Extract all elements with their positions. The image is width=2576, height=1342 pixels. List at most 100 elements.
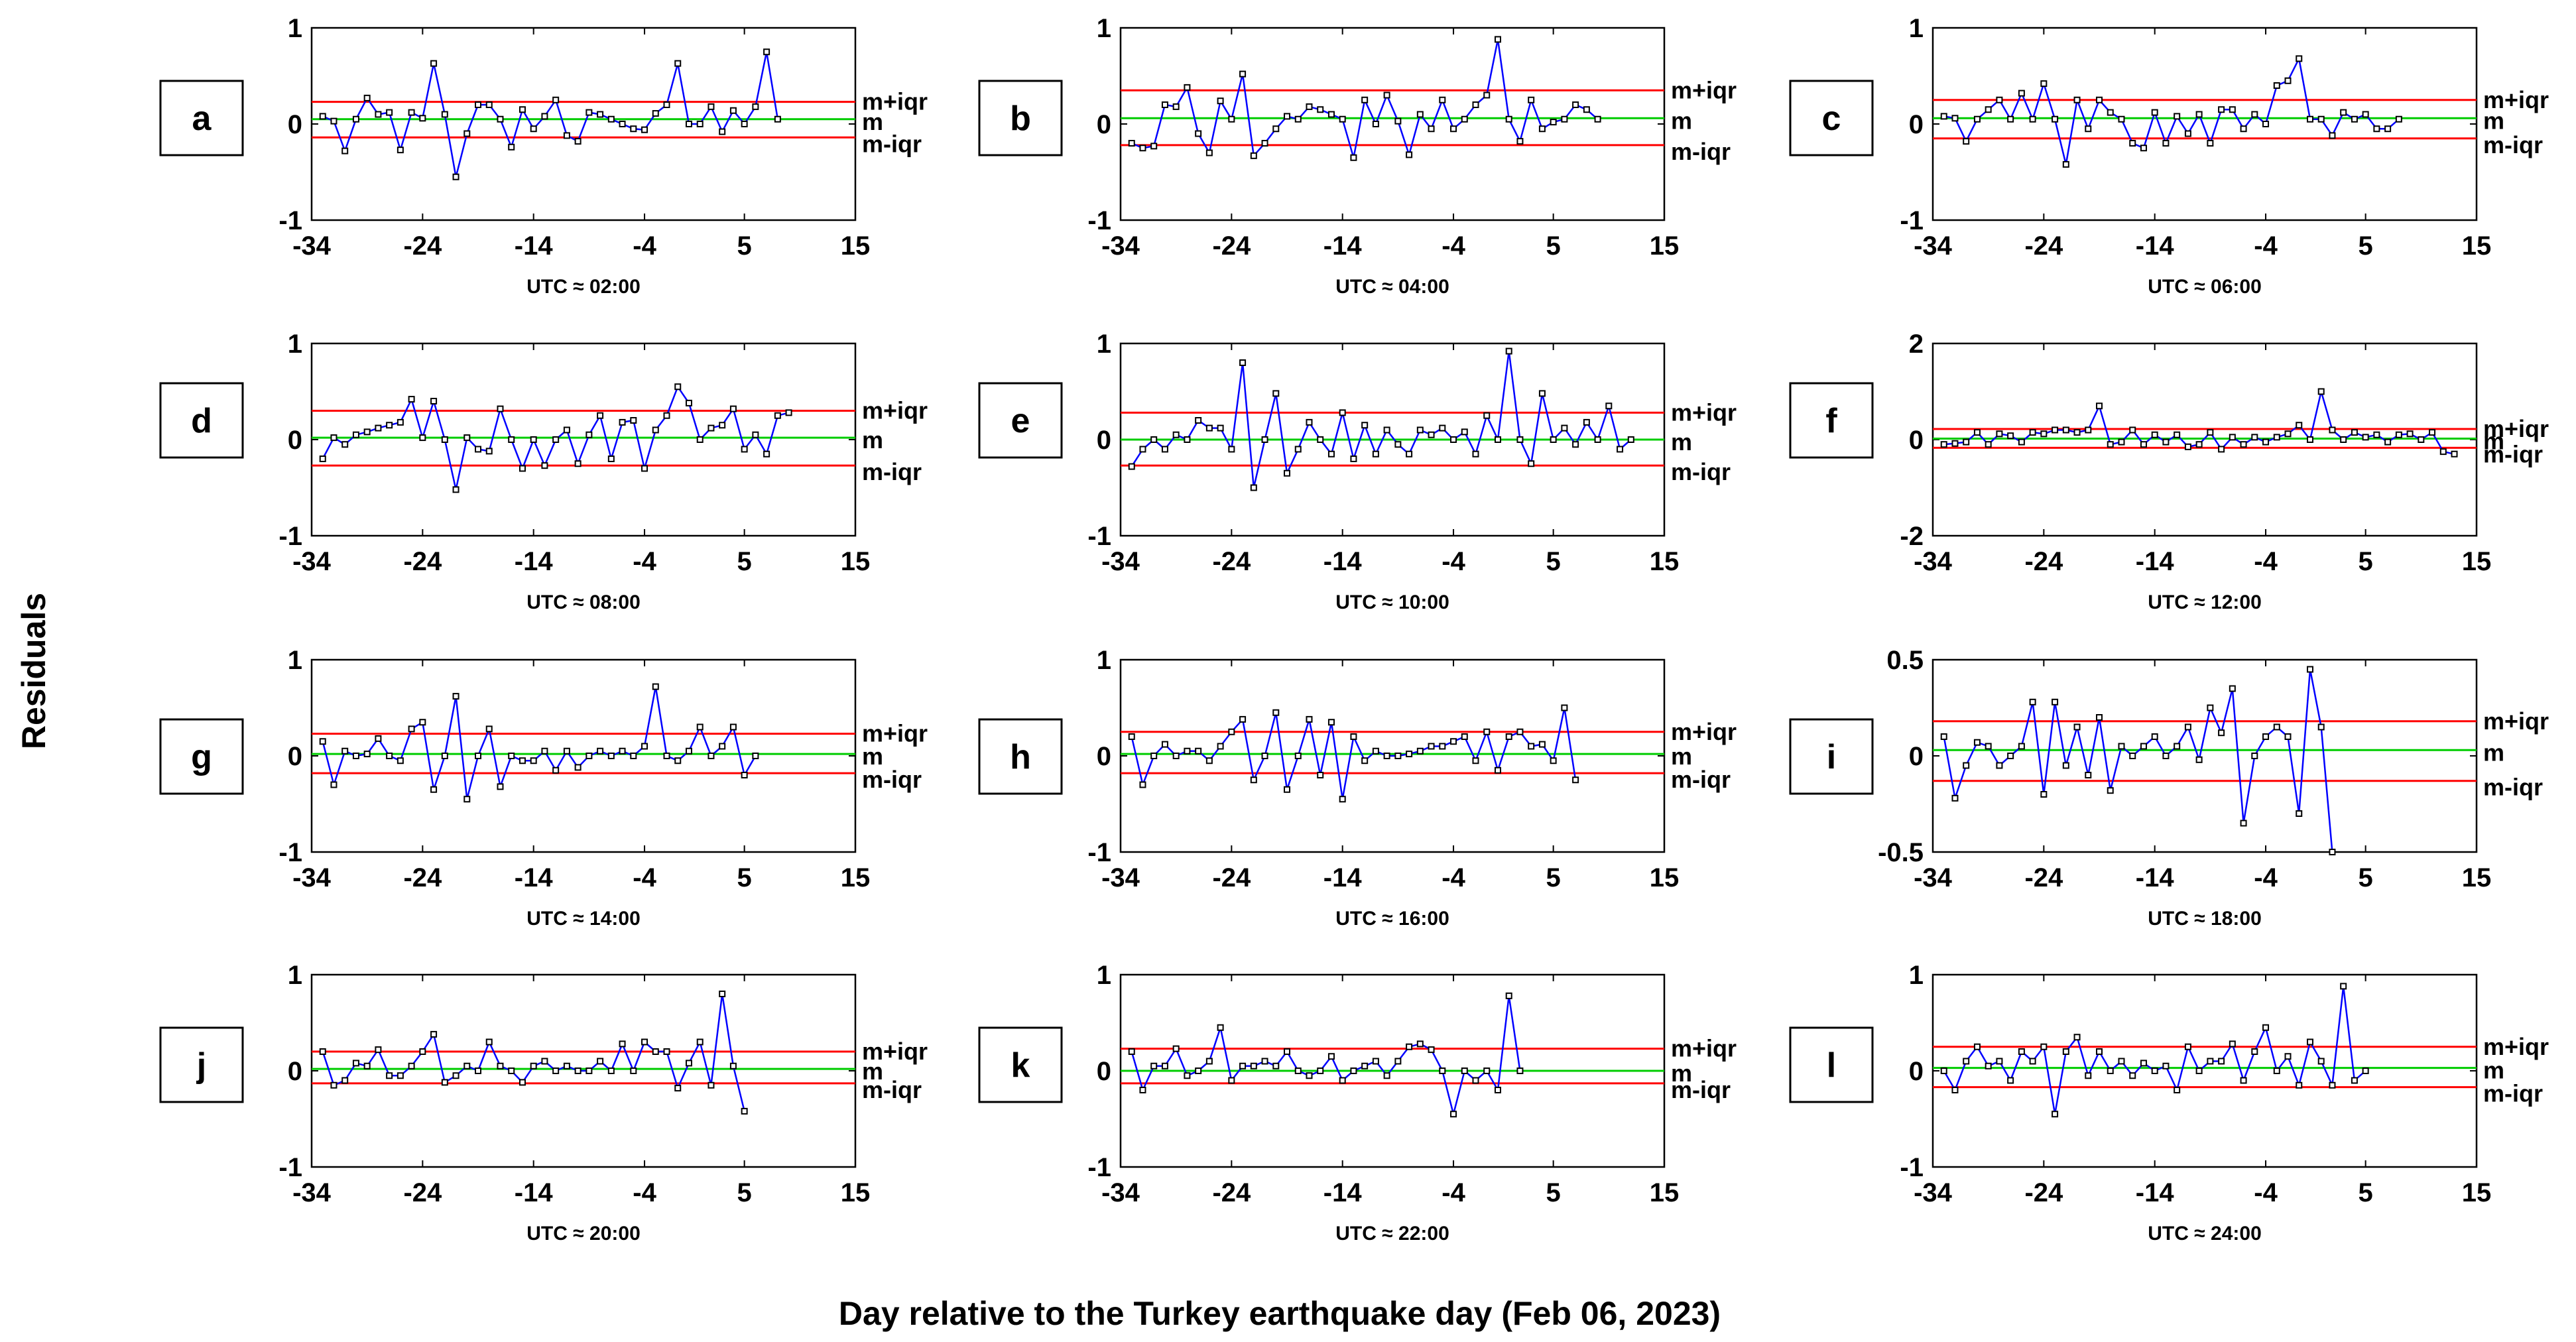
data-point xyxy=(597,1058,604,1065)
data-point xyxy=(585,109,593,116)
data-point xyxy=(1528,460,1535,467)
data-point xyxy=(2284,1053,2292,1060)
data-point xyxy=(685,399,692,406)
data-point xyxy=(1550,436,1557,443)
panel-subtitle: UTC ≈ 18:00 xyxy=(2148,908,2262,930)
data-point xyxy=(1538,125,1546,133)
data-point xyxy=(2029,115,2036,123)
data-point xyxy=(2007,1077,2014,1084)
data-point xyxy=(1317,772,1324,778)
data-point xyxy=(1128,463,1135,470)
data-point xyxy=(1128,1048,1135,1055)
data-point xyxy=(330,434,337,442)
data-point xyxy=(508,436,515,443)
data-point xyxy=(1294,115,1302,123)
data-point xyxy=(2018,438,2025,446)
data-point xyxy=(430,398,438,404)
data-point xyxy=(2174,431,2181,438)
x-tick-label: 15 xyxy=(2462,1178,2492,1207)
data-point xyxy=(563,132,570,139)
label-m-minus-iqr: m-iqr xyxy=(1671,766,1731,793)
x-tick-label: 5 xyxy=(737,231,752,261)
data-point xyxy=(352,115,359,123)
x-tick-label: 5 xyxy=(2359,231,2373,261)
data-point xyxy=(1416,111,1424,118)
data-point xyxy=(363,94,371,101)
data-point xyxy=(1317,436,1324,443)
y-tick-label: -1 xyxy=(1087,1153,1111,1182)
data-point xyxy=(2384,438,2392,446)
y-tick-label: 1 xyxy=(1097,961,1111,990)
data-point xyxy=(2085,125,2092,133)
data-point xyxy=(1505,115,1512,123)
x-tick-label: -14 xyxy=(1323,231,1363,261)
panel-subtitle: UTC ≈ 10:00 xyxy=(1335,591,1449,613)
plot-area xyxy=(310,658,857,853)
data-point xyxy=(2296,810,2303,817)
data-point xyxy=(1561,424,1568,432)
data-point xyxy=(1583,418,1590,426)
panel-letter: d xyxy=(191,402,212,440)
data-point xyxy=(1439,424,1446,432)
data-point xyxy=(1261,1058,1268,1065)
data-point xyxy=(2140,441,2147,448)
x-tick-label: -4 xyxy=(1441,1178,1465,1207)
data-point xyxy=(2207,429,2214,436)
data-point xyxy=(1205,757,1213,764)
data-point xyxy=(375,111,382,118)
y-tick-label: 0 xyxy=(1097,426,1111,455)
data-point xyxy=(1150,1062,1158,1069)
data-point xyxy=(2085,426,2092,434)
residual-series-line xyxy=(1131,350,1632,489)
data-point xyxy=(530,125,537,133)
data-point xyxy=(2306,436,2313,443)
panel-letter-box xyxy=(1789,382,1874,459)
data-point xyxy=(2340,436,2347,443)
plot-area xyxy=(1932,658,2478,853)
data-point xyxy=(2240,125,2247,133)
data-point xyxy=(1973,429,1981,436)
y-tick-label: -1 xyxy=(278,206,302,235)
x-tick-label: -34 xyxy=(1101,1178,1140,1207)
plot-area xyxy=(310,342,857,537)
x-tick-label: -14 xyxy=(515,1178,554,1207)
data-point xyxy=(2174,743,2181,750)
y-tick-label: 0 xyxy=(1909,742,1924,771)
data-point xyxy=(2107,109,2114,116)
data-point xyxy=(2362,1068,2369,1074)
data-point xyxy=(1261,753,1268,759)
data-point xyxy=(2296,1081,2303,1089)
label-m: m xyxy=(2483,428,2504,455)
data-point xyxy=(330,1081,337,1089)
data-point xyxy=(1327,450,1335,457)
x-tick-label: -14 xyxy=(1323,547,1363,576)
data-point xyxy=(1250,1062,1257,1069)
data-point xyxy=(1505,992,1512,999)
data-point xyxy=(1350,456,1357,462)
data-point xyxy=(1963,1058,1970,1065)
plot-area xyxy=(1932,27,2478,221)
data-point xyxy=(1472,1077,1479,1084)
label-m-plus-iqr: m+iqr xyxy=(862,1038,928,1065)
data-point xyxy=(2073,723,2081,731)
data-point xyxy=(1228,446,1235,453)
data-point xyxy=(2195,111,2203,118)
data-point xyxy=(2162,140,2170,147)
data-point xyxy=(1505,347,1512,355)
panel-letter-box xyxy=(978,382,1063,459)
label-m-minus-iqr: m-iqr xyxy=(862,458,922,485)
data-point xyxy=(2340,109,2347,116)
data-point xyxy=(541,113,548,120)
y-tick-label: 0 xyxy=(288,110,302,139)
panel-letter: b xyxy=(1010,99,1031,138)
panel-letter-box xyxy=(159,382,244,459)
x-tick-label: 5 xyxy=(737,1178,752,1207)
data-point xyxy=(2273,1068,2280,1074)
panel-letter: k xyxy=(1011,1046,1030,1085)
data-point xyxy=(1561,115,1568,123)
data-point xyxy=(1483,91,1491,99)
data-point xyxy=(2395,115,2402,123)
data-point xyxy=(1996,1058,2003,1065)
